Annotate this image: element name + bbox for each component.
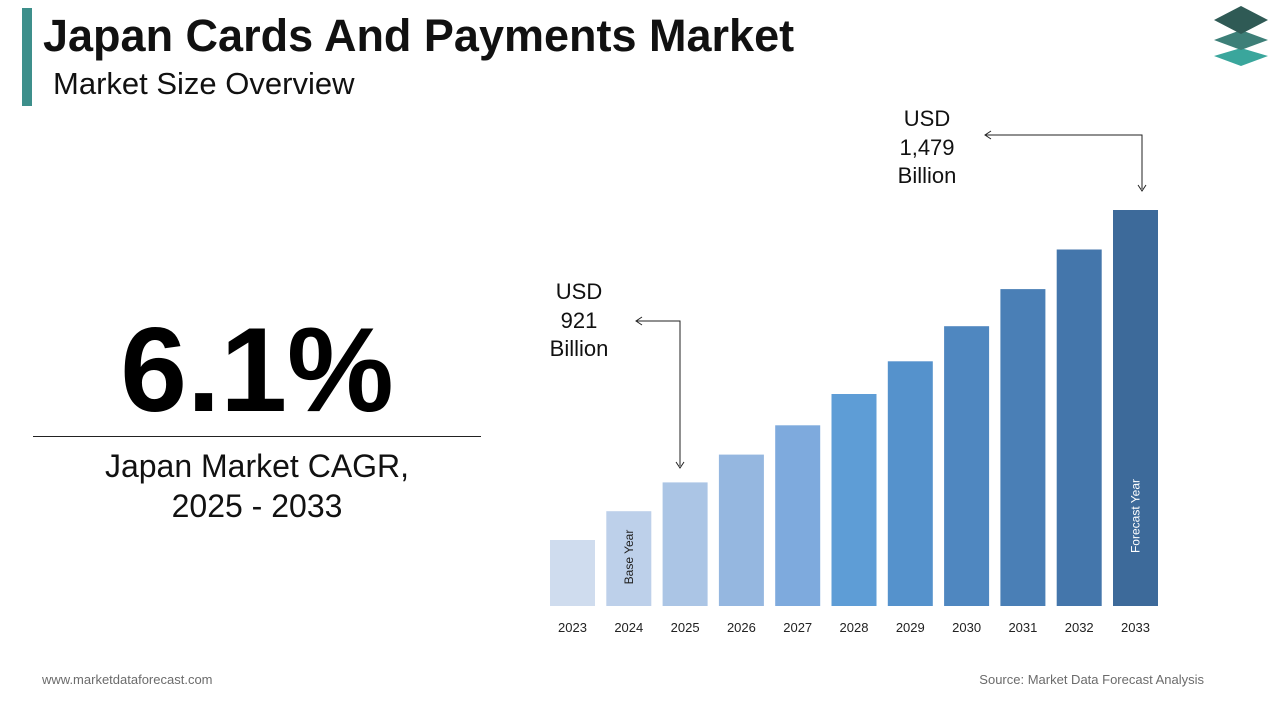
bar-2027 [775,425,821,606]
end-arrowhead-down [1137,184,1147,192]
x-axis-ticks: 2023 2024 2025 2026 2027 2028 2029 2030 2031 2032… [558,620,1150,635]
start-annotation-line3: Billion [550,336,609,361]
bar-2031 [1000,289,1046,606]
end-arrowhead-left [984,130,992,140]
tick-label-2029: 2029 [896,620,925,635]
start-annotation-arrow [636,320,681,466]
bar-2026 [718,454,764,606]
title-accent-bar [22,8,32,106]
bar-2025 [662,482,708,606]
tick-label-2023: 2023 [558,620,587,635]
bars-group: Base Year Forecast Year [550,210,1158,606]
bar-2028 [831,394,877,606]
tick-label-2024: 2024 [614,620,643,635]
end-annotation-line1: USD [904,106,950,131]
logo-icon [1214,6,1268,66]
start-annotation-line1: USD [556,279,602,304]
tick-label-2031: 2031 [1008,620,1037,635]
tick-label-2026: 2026 [727,620,756,635]
bar-2029 [887,361,933,606]
base-year-label: Base Year [622,530,636,585]
bar-2032 [1056,249,1102,606]
tick-label-2033: 2033 [1121,620,1150,635]
start-arrowhead-left [635,316,643,326]
bar-2023 [550,540,595,606]
start-arrowhead-down [675,461,685,469]
tick-label-2027: 2027 [783,620,812,635]
tick-label-2025: 2025 [671,620,700,635]
cagr-label-line1: Japan Market CAGR, [104,448,410,484]
start-annotation-line2: 921 [561,308,598,333]
footer-source: Source: Market Data Forecast Analysis [979,672,1204,687]
footer-website: www.marketdataforecast.com [42,672,213,687]
bar-2024 [606,511,652,606]
tick-label-2030: 2030 [952,620,981,635]
page-title: Japan Cards And Payments Market [43,10,795,61]
cagr-value: 6.1% [120,303,394,437]
cagr-divider [33,436,481,437]
end-annotation-line3: Billion [898,163,957,188]
bar-2030 [944,326,990,606]
end-annotation-line2: 1,479 [899,135,954,160]
tick-label-2028: 2028 [840,620,869,635]
page-subtitle: Market Size Overview [53,66,355,101]
bar-2033 [1113,210,1158,606]
end-annotation-arrow [985,134,1143,189]
tick-label-2032: 2032 [1065,620,1094,635]
forecast-year-label: Forecast Year [1129,479,1143,553]
cagr-label-line2: 2025 - 2033 [171,488,343,524]
cagr-label: Japan Market CAGR, 2025 - 2033 [33,446,481,526]
